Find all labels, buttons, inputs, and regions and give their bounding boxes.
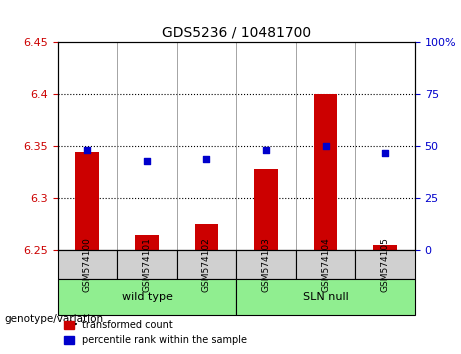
FancyBboxPatch shape [177,250,236,279]
FancyBboxPatch shape [58,250,117,279]
Point [84,148,91,153]
FancyBboxPatch shape [58,279,236,315]
Point [322,143,329,149]
Point [203,156,210,162]
Text: GSM574105: GSM574105 [381,237,390,292]
Point [262,148,270,153]
Text: GSM574102: GSM574102 [202,238,211,292]
Text: GSM574104: GSM574104 [321,238,330,292]
Bar [135,235,159,250]
Point [143,158,151,164]
Text: GSM574103: GSM574103 [261,237,271,292]
Bar [195,224,219,250]
Text: genotype/variation: genotype/variation [5,314,104,324]
FancyBboxPatch shape [296,250,355,279]
Text: wild type: wild type [122,292,172,302]
Bar [254,169,278,250]
FancyBboxPatch shape [236,250,296,279]
Text: SLN null: SLN null [303,292,349,302]
FancyBboxPatch shape [117,250,177,279]
Bar [313,95,337,250]
Bar [76,152,99,250]
Text: GSM574101: GSM574101 [142,237,152,292]
Bar [373,245,397,250]
Title: GDS5236 / 10481700: GDS5236 / 10481700 [162,26,311,40]
Legend: transformed count, percentile rank within the sample: transformed count, percentile rank withi… [60,316,250,349]
Text: GSM574100: GSM574100 [83,237,92,292]
Point [381,150,389,155]
FancyBboxPatch shape [236,279,415,315]
FancyBboxPatch shape [355,250,415,279]
